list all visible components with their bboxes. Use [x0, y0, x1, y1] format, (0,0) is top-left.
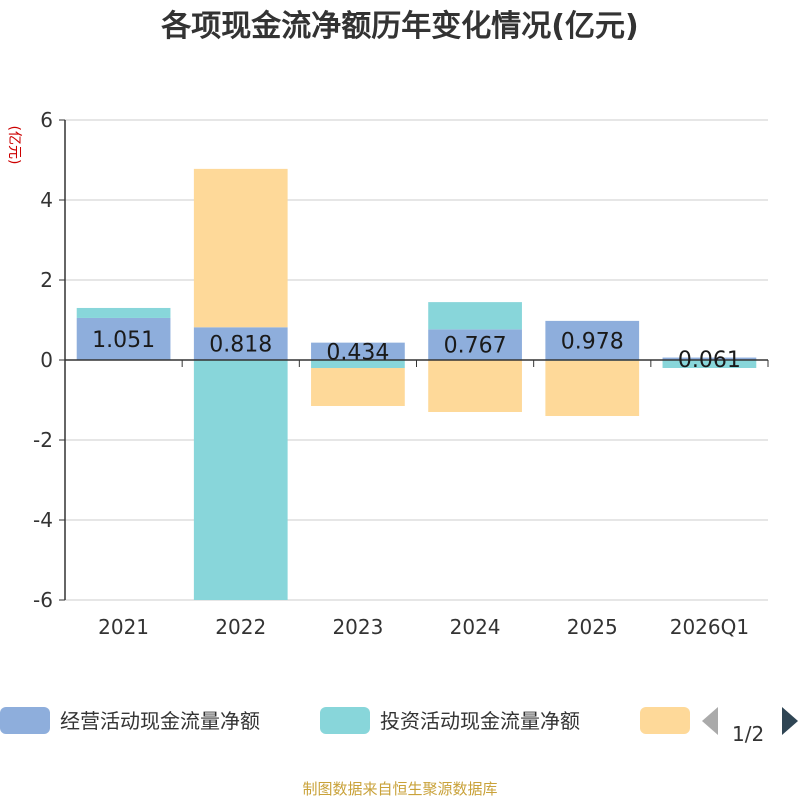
bar-2024-series-0[interactable] — [428, 329, 522, 360]
bar-2023-series-0[interactable] — [311, 342, 405, 360]
y-tick-label: -2 — [33, 428, 53, 452]
y-axis-label: (亿元) — [6, 126, 22, 165]
data-label: 0.061 — [678, 348, 741, 373]
bar-2021-series-0[interactable] — [76, 317, 171, 360]
bar-2022-series-1[interactable] — [193, 360, 288, 600]
y-tick-label: -6 — [33, 588, 53, 612]
source-note: 制图数据来自恒生聚源数据库 — [302, 780, 497, 798]
legend-pager: 1/2 — [702, 707, 798, 746]
data-labels: 1.051 0.818 0.434 0.767 0.978 0.061 — [92, 328, 741, 373]
data-label: 0.767 — [444, 334, 507, 359]
data-label: 0.818 — [209, 333, 272, 358]
y-tick-label: 2 — [40, 268, 53, 292]
legend-label: 经营活动现金流量净额 — [60, 709, 260, 733]
legend-page-indicator: 1/2 — [732, 722, 764, 746]
bar-2026Q1-series-0[interactable] — [662, 357, 757, 360]
bar-2023-series-1[interactable] — [311, 360, 405, 368]
y-tick-label: 6 — [40, 108, 53, 132]
bar-2024-series-2[interactable] — [428, 360, 522, 412]
bar-2024-series-1[interactable] — [428, 302, 522, 330]
legend-item-0[interactable]: 经营活动现金流量净额 — [0, 707, 260, 734]
legend-swatch — [640, 707, 690, 734]
chart-title: 各项现金流净额历年变化情况(亿元) — [160, 9, 638, 44]
data-label: 0.978 — [561, 329, 624, 354]
bars — [76, 168, 757, 600]
legend-item-2[interactable] — [640, 707, 690, 734]
x-tick-label: 2022 — [215, 615, 266, 639]
bar-2022-series-2[interactable] — [193, 168, 288, 328]
y-tick-label: -4 — [33, 508, 53, 532]
bar-2021-series-1[interactable] — [76, 307, 171, 318]
y-tick-label: 4 — [40, 188, 53, 212]
x-tick-label: 2026Q1 — [670, 615, 749, 639]
next-page-icon[interactable] — [782, 707, 798, 735]
x-tick-label: 2024 — [450, 615, 501, 639]
data-label: 0.434 — [326, 340, 389, 365]
grid-lines — [65, 119, 768, 601]
legend: 经营活动现金流量净额 投资活动现金流量净额 — [0, 707, 690, 734]
bar-2026Q1-series-1[interactable] — [662, 360, 757, 368]
x-tick-label: 2025 — [567, 615, 618, 639]
legend-item-1[interactable]: 投资活动现金流量净额 — [320, 707, 580, 734]
x-tick-label: 2023 — [332, 615, 383, 639]
legend-swatch — [0, 707, 50, 734]
bar-2025-series-2[interactable] — [545, 360, 640, 416]
previous-page-icon[interactable] — [702, 707, 718, 735]
bar-2022-series-0[interactable] — [193, 327, 288, 360]
data-label: 1.051 — [92, 328, 155, 353]
axes: 6 4 2 0 -2 -4 -6 2021 2022 2023 2024 2025 2026Q1 — [33, 108, 769, 639]
x-tick-label: 2021 — [98, 615, 149, 639]
legend-swatch — [320, 707, 370, 734]
bar-2025-series-0[interactable] — [545, 320, 640, 360]
bar-2023-series-2[interactable] — [311, 368, 405, 406]
legend-label: 投资活动现金流量净额 — [380, 709, 580, 733]
y-tick-label: 0 — [40, 348, 53, 372]
